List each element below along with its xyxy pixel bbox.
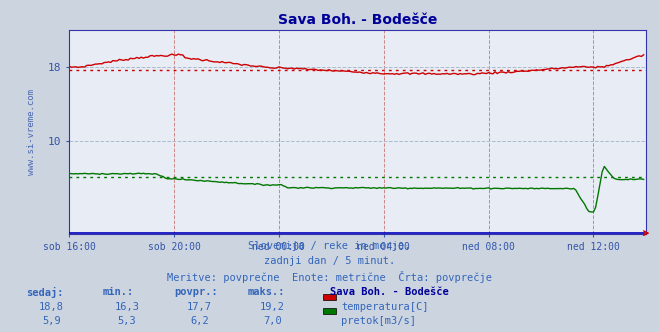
Text: pretok[m3/s]: pretok[m3/s] [341,316,416,326]
Text: 5,3: 5,3 [118,316,136,326]
Text: povpr.:: povpr.: [175,287,218,297]
Text: min.:: min.: [102,287,133,297]
Text: sedaj:: sedaj: [26,287,64,298]
Text: 7,0: 7,0 [263,316,281,326]
Text: www.si-vreme.com: www.si-vreme.com [27,89,36,175]
Title: Sava Boh. - Bodešče: Sava Boh. - Bodešče [278,13,437,27]
Text: 19,2: 19,2 [260,302,285,312]
Text: maks.:: maks.: [247,287,285,297]
Text: Meritve: povprečne  Enote: metrične  Črta: povprečje: Meritve: povprečne Enote: metrične Črta:… [167,271,492,283]
Text: 16,3: 16,3 [115,302,140,312]
Text: Sava Boh. - Bodešče: Sava Boh. - Bodešče [330,287,448,297]
Text: 18,8: 18,8 [39,302,64,312]
Text: 5,9: 5,9 [42,316,61,326]
Text: temperatura[C]: temperatura[C] [341,302,429,312]
Text: Slovenija / reke in morje.: Slovenija / reke in morje. [248,241,411,251]
Text: 6,2: 6,2 [190,316,209,326]
Text: zadnji dan / 5 minut.: zadnji dan / 5 minut. [264,256,395,266]
Text: 17,7: 17,7 [187,302,212,312]
